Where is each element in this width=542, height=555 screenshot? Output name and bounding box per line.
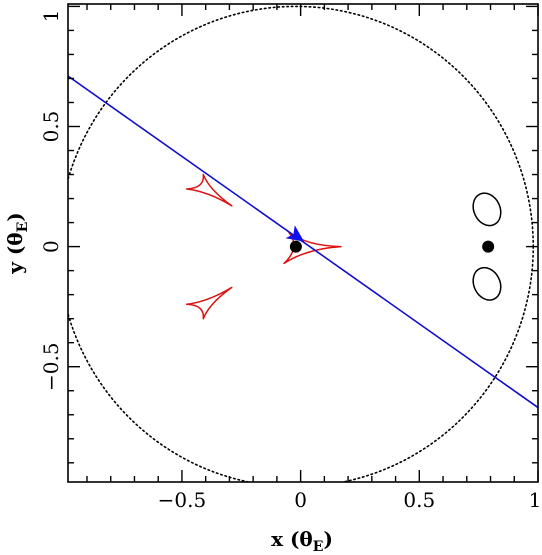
x-tick-label: 1 (529, 488, 542, 512)
y-tick-label: 0.5 (39, 111, 63, 143)
axis-ticks: −0.5 0 0.5 1 −0.5 0 0.5 1 (39, 4, 541, 512)
lens-mass-1 (289, 240, 302, 253)
plot-frame (67, 3, 539, 483)
critical-curve-small-upper (472, 192, 502, 227)
x-axis-label-main: x (θ (271, 527, 313, 551)
x-tick-label: 0.5 (403, 488, 435, 512)
y-axis-label-subscript: E (15, 222, 31, 233)
x-axis-label: x (θE) (271, 527, 333, 555)
source-trajectory (68, 75, 538, 409)
x-axis-label-subscript: E (313, 539, 324, 555)
critical-curve-small-lower (472, 266, 502, 301)
y-tick-label: 1 (39, 10, 63, 23)
source-marker (285, 225, 305, 242)
caustic-planetary-upper (185, 173, 233, 207)
y-axis-label: y (θE) (3, 212, 31, 275)
x-axis-label-close: ) (323, 527, 332, 551)
y-tick-label: 0 (39, 240, 63, 253)
caustic-planetary-lower (185, 286, 233, 320)
x-tick-label: 0 (294, 488, 307, 512)
y-axis-label-close: ) (3, 212, 27, 221)
y-tick-label: −0.5 (39, 342, 63, 391)
plot-marks (68, 5, 538, 482)
x-tick-label: −0.5 (158, 488, 207, 512)
y-axis-label-main: y (θ (3, 232, 27, 274)
lens-mass-2 (482, 240, 495, 253)
